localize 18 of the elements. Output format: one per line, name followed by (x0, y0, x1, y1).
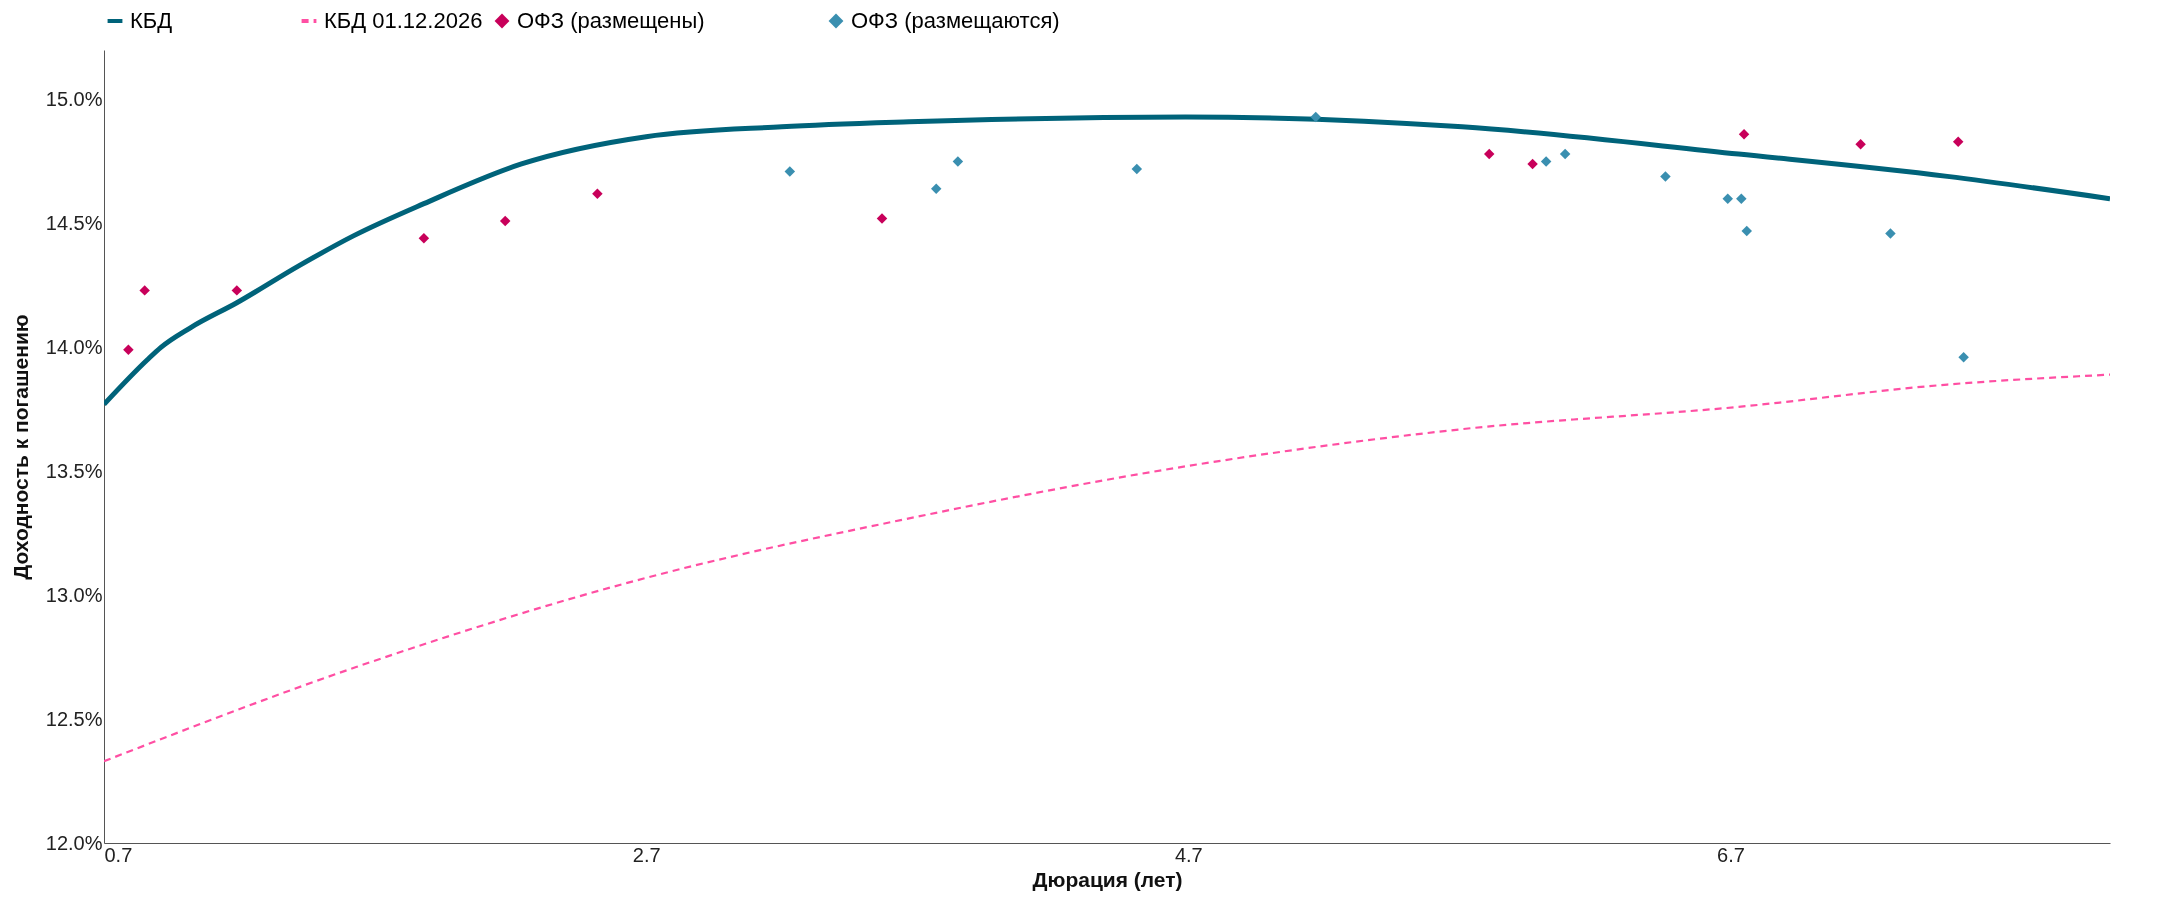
x-tick-label: 2.7 (632, 843, 661, 866)
y-tick-label: 14.5% (45, 211, 103, 234)
y-tick-label: 13.5% (45, 459, 103, 482)
y-tick-label: 12.0% (45, 831, 103, 854)
legend-label: ОФЗ (размещены) (517, 8, 705, 33)
legend-label: КБД (130, 8, 173, 33)
y-tick-label: 15.0% (45, 88, 103, 111)
legend-label: ОФЗ (размещаются) (851, 8, 1060, 33)
x-axis-title: Дюрация (лет) (1032, 867, 1183, 891)
y-axis-title: Доходность к погашению (8, 314, 32, 580)
y-tick-label: 12.5% (45, 707, 103, 730)
y-tick-label: 14.0% (45, 335, 103, 358)
x-tick-label: 0.7 (104, 843, 133, 866)
x-tick-label: 4.7 (1174, 843, 1203, 866)
y-tick-label: 13.0% (45, 583, 103, 606)
line-series (104, 373, 2110, 763)
legend-label: КБД 01.12.2026 (324, 8, 483, 33)
x-tick-label: 6.7 (1717, 843, 1745, 866)
